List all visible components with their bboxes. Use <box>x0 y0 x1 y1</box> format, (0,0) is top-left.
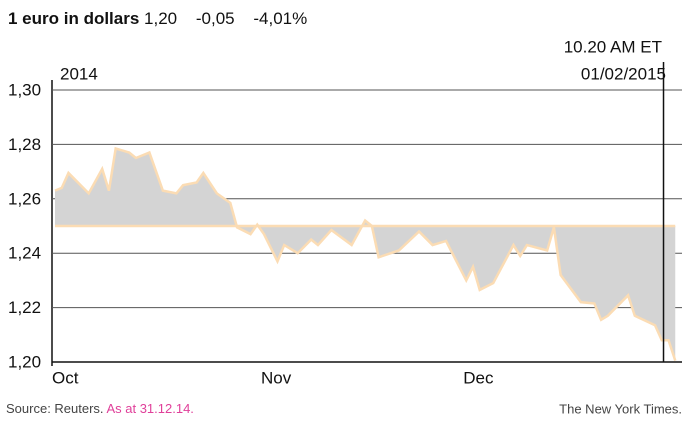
change: -0,05 <box>196 9 235 28</box>
credit: The New York Times. <box>559 401 682 416</box>
y-tick-label: 1,20 <box>8 352 41 371</box>
source: Source: Reuters. As at 31.12.14. <box>6 401 194 416</box>
x-tick-label: Oct <box>52 368 79 387</box>
y-tick-label: 1,26 <box>8 189 41 208</box>
source-text: Source: Reuters. <box>6 401 104 416</box>
y-tick-label: 1,24 <box>8 244 41 263</box>
y-tick-label: 1,30 <box>8 80 41 99</box>
change-percent: -4,01% <box>253 9 307 28</box>
current-value: 1,20 <box>144 9 177 28</box>
y-tick-label: 1,22 <box>8 298 41 317</box>
x-tick-label: Dec <box>463 368 494 387</box>
chart-title: 1 euro in dollars <box>8 9 139 28</box>
y-tick-label: 1,28 <box>8 135 41 154</box>
x-tick-label: Nov <box>261 368 292 387</box>
year-label: 2014 <box>60 64 98 83</box>
annotation: 01/02/2015 <box>581 64 666 83</box>
area-fill <box>55 148 676 361</box>
area-line <box>54 146 677 362</box>
annotation: 10.20 AM ET <box>564 37 662 56</box>
header: 1 euro in dollars 1,20 -0,05 -4,01% <box>8 9 307 28</box>
as-at: As at 31.12.14. <box>106 401 193 416</box>
